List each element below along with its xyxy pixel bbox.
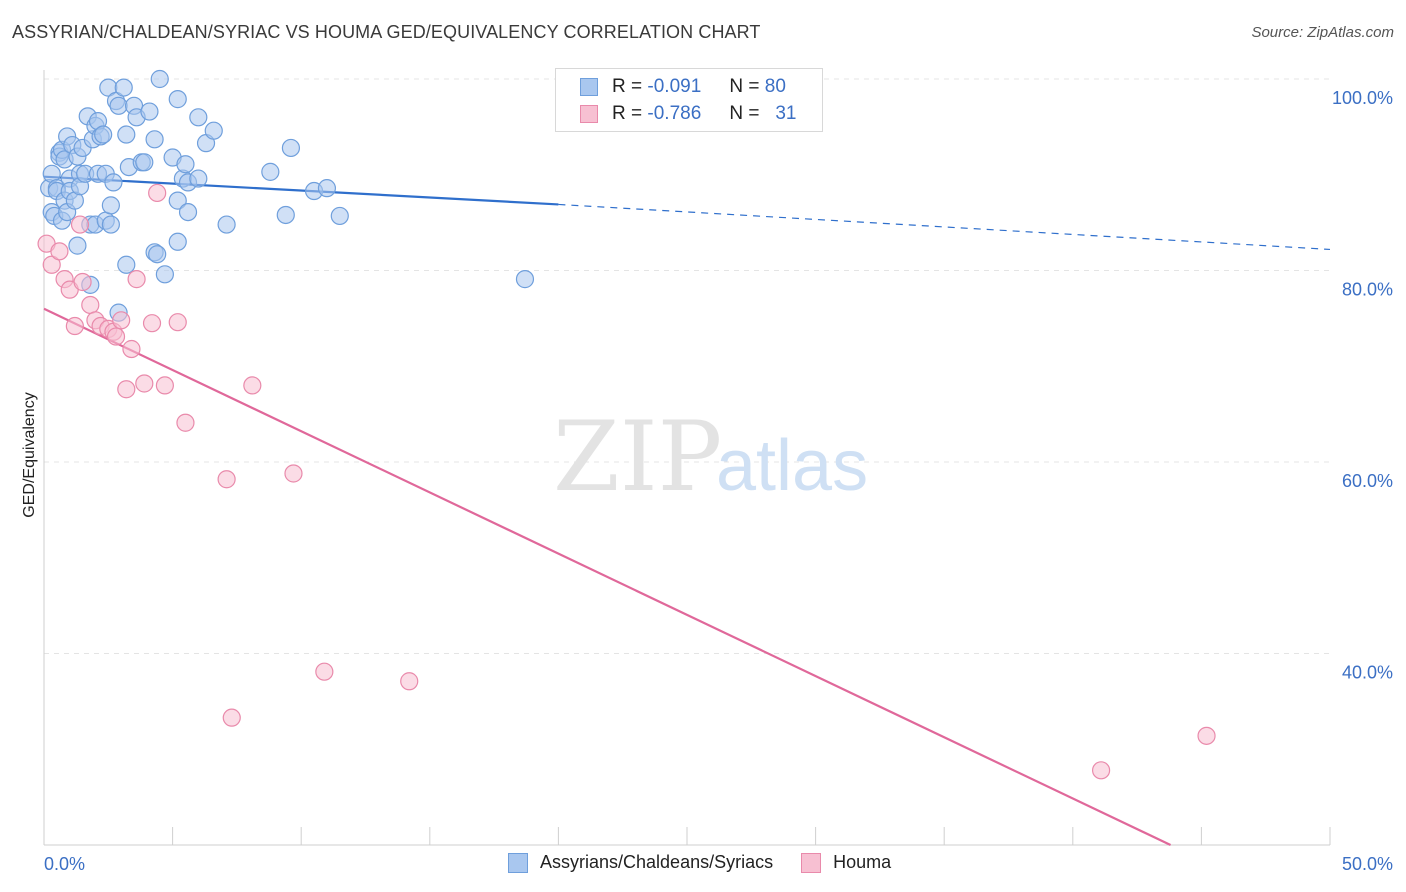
trend-line-1 (43, 307, 1172, 846)
data-point (127, 270, 146, 289)
data-point (73, 272, 92, 292)
series-label-assyrians: Assyrians/Chaldeans/Syriacs (540, 852, 774, 872)
legend-r-value: -0.786 (647, 103, 702, 124)
data-point (155, 265, 174, 284)
data-point (189, 108, 208, 127)
legend-swatch-assyrians (580, 78, 598, 96)
data-point (317, 179, 337, 198)
legend-r-value: -0.091 (647, 76, 702, 97)
y-tick-label: 60.0% (1342, 471, 1393, 491)
data-point (400, 672, 419, 691)
series-legend: Assyrians/Chaldeans/Syriacs Houma (508, 852, 919, 873)
legend-r-label: R = (612, 76, 643, 97)
data-point (515, 270, 535, 289)
data-point (148, 183, 167, 203)
x-tick-label: 50.0% (1342, 854, 1393, 874)
data-point (104, 173, 123, 192)
data-point (106, 327, 126, 346)
data-point (261, 162, 280, 181)
legend-n-label: N = (729, 76, 760, 97)
data-point (68, 236, 87, 255)
series-swatch-assyrians (508, 852, 528, 873)
trend-line-extension-0 (558, 203, 1331, 251)
data-point (122, 339, 141, 359)
data-point (114, 78, 133, 97)
data-point (65, 316, 84, 336)
x-tick-label: 0.0% (44, 854, 85, 874)
series-label-houma: Houma (833, 852, 892, 872)
data-point (168, 313, 187, 332)
data-point (117, 255, 136, 274)
data-point (145, 130, 164, 149)
data-point (1197, 726, 1216, 745)
y-tick-label: 100.0% (1332, 88, 1393, 108)
data-point (112, 311, 131, 330)
data-point (1091, 761, 1111, 780)
chart-source: Source: ZipAtlas.com (1251, 24, 1394, 41)
trend-lines (43, 175, 1331, 846)
axes (43, 70, 1331, 846)
data-point (142, 314, 162, 333)
data-point (315, 662, 334, 681)
data-point (176, 413, 195, 432)
data-point (243, 376, 262, 395)
gridlines (44, 78, 1330, 654)
data-point (70, 215, 90, 234)
data-point (135, 374, 154, 393)
data-point (330, 206, 349, 226)
watermark-zip: ZIP (553, 401, 722, 513)
series-legend-item-houma[interactable]: Houma (801, 852, 891, 873)
y-axis-label: GED/Equivalency (21, 392, 38, 518)
correlation-legend: R = -0.091 N = 80 R = -0.786 N = 31 (555, 68, 823, 132)
series-legend-item-assyrians[interactable]: Assyrians/Chaldeans/Syriacs (508, 852, 773, 873)
legend-row-assyrians: R = -0.091 N = 80 (580, 75, 786, 99)
legend-n-label: N = (729, 103, 760, 124)
chart-title: ASSYRIAN/CHALDEAN/SYRIAC VS HOUMA GED/EQ… (12, 22, 761, 42)
data-point (168, 191, 187, 210)
trend-line-0 (43, 175, 559, 206)
legend-r-label: R = (612, 103, 643, 124)
data-point (281, 138, 301, 158)
watermark-atlas: atlas (716, 426, 868, 506)
data-point (135, 153, 154, 172)
tick-labels: 100.0% 80.0% 60.0% 40.0% 0.0% 50.0% (44, 88, 1393, 874)
data-point (168, 232, 187, 251)
data-points (37, 69, 1216, 780)
legend-n-value: 31 (775, 103, 797, 124)
data-point (94, 125, 113, 144)
data-point (101, 196, 120, 215)
data-point (148, 245, 167, 264)
series-swatch-houma (801, 852, 822, 873)
data-point (81, 295, 100, 315)
y-tick-label: 80.0% (1342, 280, 1393, 300)
legend-n-value: 80 (764, 76, 786, 97)
data-point (168, 90, 187, 109)
data-point (204, 121, 223, 140)
data-point (222, 708, 241, 727)
data-point (155, 376, 174, 395)
data-point (217, 215, 236, 234)
data-point (117, 125, 136, 144)
y-tick-label: 40.0% (1342, 663, 1393, 683)
data-point (176, 155, 195, 174)
zipatlas-watermark: ZIP atlas (553, 401, 868, 513)
data-point (150, 69, 169, 89)
data-point (189, 169, 208, 188)
data-point (140, 102, 159, 121)
data-point (50, 242, 69, 261)
data-point (109, 96, 128, 115)
data-point (217, 470, 236, 489)
data-point (276, 205, 295, 225)
data-point (117, 380, 136, 399)
data-point (284, 464, 303, 483)
data-point (101, 215, 120, 234)
legend-row-houma: R = -0.786 N = 31 (580, 102, 796, 126)
data-point (178, 202, 198, 222)
data-point (42, 255, 61, 274)
legend-swatch-houma (580, 105, 598, 123)
